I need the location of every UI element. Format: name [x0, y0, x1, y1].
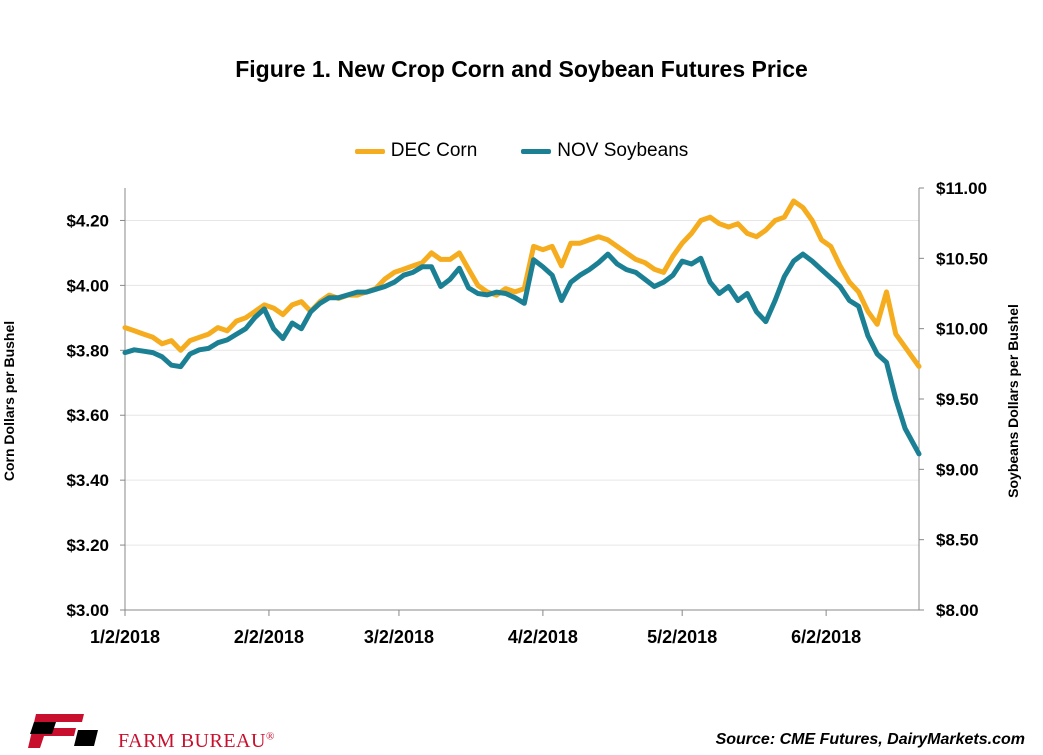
- y2-tick-label: $8.00: [936, 601, 979, 620]
- chart-legend: DEC Corn NOV Soybeans: [0, 140, 1043, 162]
- farm-bureau-logo-icon: [28, 714, 98, 748]
- y2-tick-label: $9.00: [936, 460, 979, 479]
- legend-item-corn: DEC Corn: [354, 140, 478, 162]
- soybean-series-line: [122, 251, 922, 457]
- corn-series-line: [122, 198, 922, 369]
- x-tick-label: 5/2/2018: [647, 627, 717, 647]
- x-tick-label: 2/2/2018: [234, 627, 304, 647]
- legend-swatch-soy: [521, 148, 552, 154]
- y2-tick-label: $8.50: [936, 531, 979, 550]
- legend-label-soy: NOV Soybeans: [557, 140, 689, 161]
- y-tick-label: $4.20: [66, 211, 109, 230]
- line-chart: $3.00 $3.20 $3.40 $3.60 $3.80 $4.00 $4.20 $8.00…: [1, 179, 1021, 647]
- y2-tick-label: $11.00: [936, 179, 987, 198]
- y-tick-label: $4.00: [66, 276, 109, 295]
- y-tick-label: $3.40: [66, 471, 109, 490]
- chart-title: Figure 1. New Crop Corn and Soybean Futu…: [235, 56, 808, 82]
- y-tick-label: $3.80: [66, 341, 109, 360]
- x-tick-label: 4/2/2018: [508, 627, 578, 647]
- brand-name: FARM BUREAU: [118, 730, 266, 752]
- y2-axis-title: Soybeans Dollars per Bushel: [1005, 304, 1021, 498]
- source-note: Source: CME Futures, DairyMarkets.com: [715, 731, 1025, 748]
- y-tick-label: $3.60: [66, 406, 109, 425]
- brand-mark: ®: [265, 730, 275, 743]
- legend-item-soy: NOV Soybeans: [521, 140, 688, 162]
- legend-swatch-corn: [354, 148, 385, 154]
- y-axis-title: Corn Dollars per Bushel: [1, 321, 17, 481]
- x-tick-label: 1/2/2018: [90, 627, 160, 647]
- y-tick-label: $3.00: [66, 601, 109, 620]
- y2-tick-label: $9.50: [936, 390, 979, 409]
- y-tick-label: $3.20: [66, 536, 109, 555]
- legend-label-corn: DEC Corn: [390, 140, 478, 161]
- farm-bureau-brand: FARM BUREAU®: [118, 730, 275, 753]
- y2-tick-label: $10.50: [936, 249, 988, 268]
- x-tick-label: 6/2/2018: [791, 627, 861, 647]
- y2-tick-label: $10.00: [936, 320, 988, 339]
- x-tick-label: 3/2/2018: [364, 627, 434, 647]
